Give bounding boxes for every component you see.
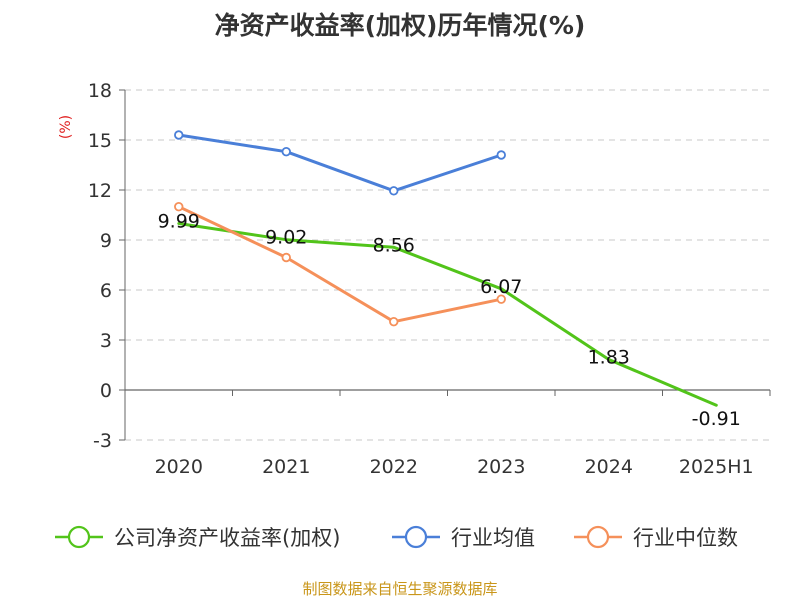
- data-label: 9.99: [158, 211, 200, 233]
- series-point-2: [174, 201, 184, 212]
- data-label: -0.91: [692, 408, 741, 430]
- y-tick-label: 18: [88, 80, 112, 102]
- series-point-2: [389, 316, 399, 327]
- source-note: 制图数据来自恒生聚源数据库: [302, 580, 497, 598]
- x-tick-label: 2022: [370, 456, 418, 478]
- chart-title: 净资产收益率(加权)历年情况(%): [215, 11, 586, 40]
- y-tick-label: 15: [88, 130, 112, 152]
- legend-swatch-marker: [67, 525, 91, 549]
- x-tick-label: 2021: [262, 456, 310, 478]
- y-tick-label: 12: [88, 180, 112, 202]
- data-label: 8.56: [373, 234, 415, 256]
- legend: 公司净资产收益率(加权) 行业均值 行业中位数: [55, 525, 738, 550]
- x-tick-label: 2020: [155, 456, 203, 478]
- legend-swatch-marker: [404, 525, 428, 549]
- series-point-2: [496, 294, 506, 304]
- series-line-2: [177, 205, 503, 324]
- data-label: 1.83: [588, 347, 630, 369]
- x-tick-label: 2025H1: [679, 456, 754, 478]
- y-tick-label: -3: [93, 430, 112, 452]
- data-label: 9.02: [265, 227, 307, 249]
- series-line-0: [177, 222, 718, 407]
- series-point-1: [281, 146, 291, 157]
- gridlines: [125, 89, 770, 441]
- x-tick-label: 2024: [585, 456, 633, 478]
- y-tick-label: 9: [100, 230, 112, 252]
- series-point-1: [496, 150, 506, 160]
- axes: -3 0 3 6 9 12 15 18 2020 2021 2022 2023 2024 2025H1: [88, 80, 771, 478]
- y-axis-label: (%): [58, 115, 74, 139]
- series-line-1: [177, 133, 503, 193]
- y-tick-label: 6: [100, 280, 112, 302]
- data-label: 6.07: [480, 276, 522, 298]
- y-tick-label: 3: [100, 330, 112, 352]
- series-point-2: [281, 252, 291, 263]
- legend-swatch-marker: [586, 525, 610, 549]
- data-labels: 9.99 9.02 8.56 6.07 1.83 -0.91: [158, 211, 741, 431]
- series-layer: [174, 130, 718, 407]
- legend-label: 行业均值: [451, 526, 535, 550]
- series-point-1: [389, 186, 399, 196]
- legend-label: 公司净资产收益率(加权): [114, 526, 340, 550]
- x-tick-label: 2023: [477, 456, 525, 478]
- y-tick-label: 0: [100, 380, 112, 402]
- series-point-1: [174, 130, 184, 140]
- legend-label: 行业中位数: [633, 526, 738, 550]
